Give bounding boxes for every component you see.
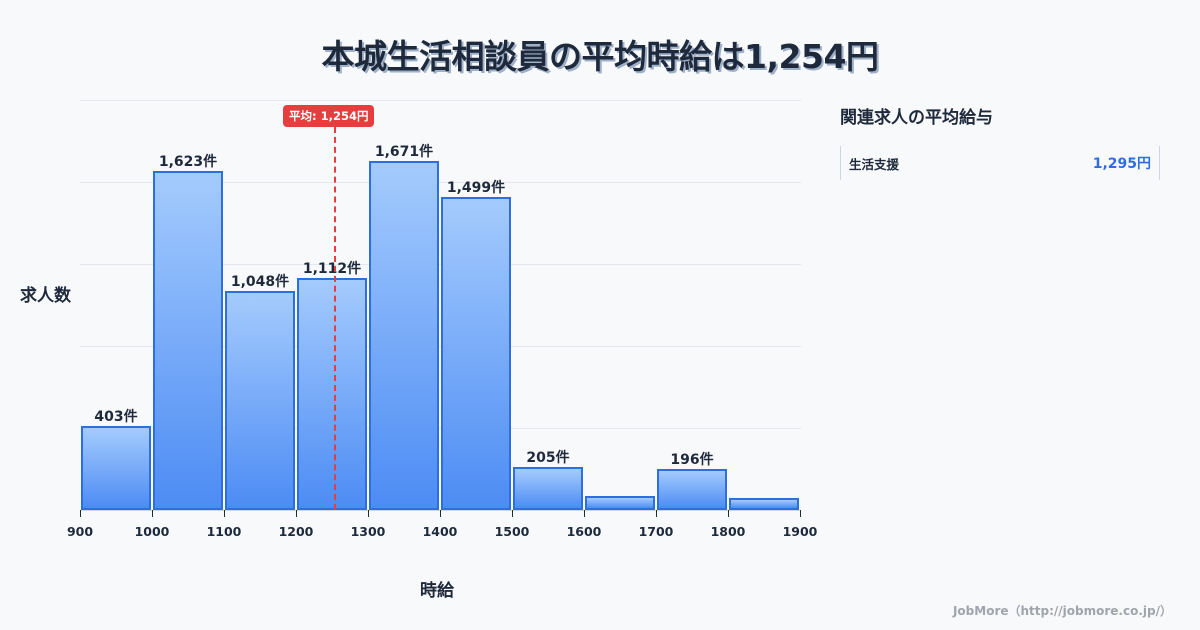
x-tick-label: 1900 xyxy=(782,524,818,539)
x-tick-label: 1500 xyxy=(494,524,530,539)
x-tick-label: 1600 xyxy=(566,524,602,539)
x-tick xyxy=(368,510,369,517)
histogram-bar xyxy=(153,171,223,510)
gridline xyxy=(80,182,801,183)
bar-value-label: 1,048件 xyxy=(230,274,290,290)
average-badge: 平均: 1,254円 xyxy=(283,105,375,127)
gridline xyxy=(80,100,801,101)
y-axis-label: 求人数 xyxy=(20,286,71,306)
x-tick-label: 1400 xyxy=(422,524,458,539)
x-tick-label: 1000 xyxy=(134,524,170,539)
x-tick-label: 1700 xyxy=(638,524,674,539)
x-tick-label: 1300 xyxy=(350,524,386,539)
x-tick xyxy=(440,510,441,517)
x-tick-label: 1200 xyxy=(278,524,314,539)
related-job-salary: 1,295円 xyxy=(1092,156,1151,172)
bar-value-label: 403件 xyxy=(94,409,138,425)
page-title: 本城生活相談員の平均時給は1,254円 xyxy=(321,37,879,76)
gridline xyxy=(80,428,801,429)
histogram-bar xyxy=(81,426,151,510)
x-tick xyxy=(152,510,153,517)
x-tick xyxy=(512,510,513,517)
x-tick-label: 1100 xyxy=(206,524,242,539)
gridline xyxy=(80,346,801,347)
x-tick xyxy=(728,510,729,517)
gridline xyxy=(80,264,801,265)
bar-value-label: 1,671件 xyxy=(374,144,434,160)
x-tick xyxy=(800,510,801,517)
bar-value-label: 1,112件 xyxy=(302,261,362,277)
related-salary-panel: 関連求人の平均給与 生活支援 1,295円 xyxy=(840,103,1170,180)
histogram-bar xyxy=(369,161,439,510)
histogram-chart: 403件 1,623件 1,048件 1,112件 1,671件 1,499件 205件 19… xyxy=(20,100,817,601)
histogram-bar xyxy=(513,467,583,510)
histogram-bar xyxy=(657,469,727,510)
x-axis-label: 時給 xyxy=(420,581,454,601)
histogram-bar xyxy=(297,278,367,510)
bar-value-label: 1,623件 xyxy=(158,154,218,170)
x-tick xyxy=(80,510,81,517)
side-panel-title: 関連求人の平均給与 xyxy=(840,108,993,128)
x-tick-label: 900 xyxy=(66,524,94,539)
related-job-name: 生活支援 xyxy=(849,156,900,172)
histogram-bar xyxy=(225,291,295,510)
x-tick xyxy=(584,510,585,517)
x-tick-label: 1800 xyxy=(710,524,746,539)
histogram-bar xyxy=(585,496,655,510)
average-line xyxy=(334,127,336,510)
histogram-bar xyxy=(441,197,511,510)
bar-value-label: 1,499件 xyxy=(446,180,506,196)
x-tick xyxy=(224,510,225,517)
related-job-row: 生活支援 1,295円 xyxy=(840,146,1160,180)
x-tick xyxy=(656,510,657,517)
histogram-bar xyxy=(729,498,799,510)
bar-value-label: 205件 xyxy=(526,450,570,466)
footer-credit: JobMore（http://jobmore.co.jp/） xyxy=(952,604,1172,618)
bar-value-label: 196件 xyxy=(670,452,714,468)
x-tick xyxy=(296,510,297,517)
